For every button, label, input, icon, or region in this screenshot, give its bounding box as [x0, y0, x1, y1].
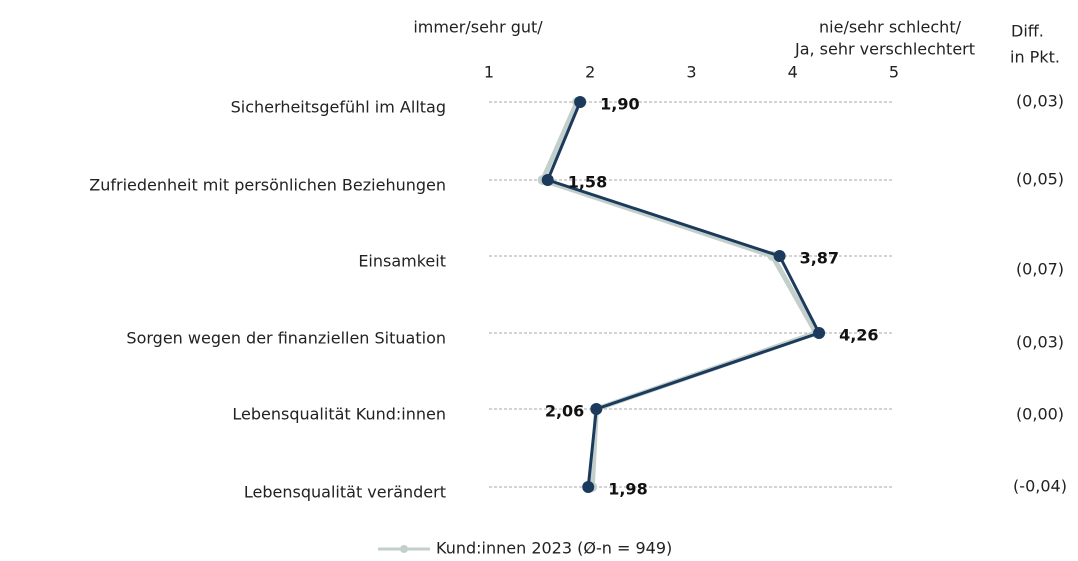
- value-label: 1,90: [600, 95, 639, 114]
- point: [582, 481, 595, 493]
- series-line: [540, 100, 819, 488]
- value-label: 2,06: [545, 402, 584, 421]
- legend-marker: [400, 545, 408, 553]
- diff-label: (0,03): [1016, 92, 1064, 111]
- category-label: Lebensqualität Kund:innen: [232, 405, 446, 424]
- x-tick-label: 5: [889, 63, 899, 82]
- value-label: 3,87: [800, 249, 839, 268]
- value-label: 4,26: [839, 326, 878, 345]
- right-axis-label: nie/sehr schlecht/: [819, 18, 962, 37]
- value-label: 1,58: [568, 173, 607, 192]
- point: [590, 403, 603, 415]
- x-tick-label: 4: [788, 63, 798, 82]
- value-label: 1,98: [608, 480, 647, 499]
- right-axis-label: Ja, sehr verschlechtert: [794, 40, 975, 59]
- point: [541, 174, 554, 186]
- x-tick-label: 3: [686, 63, 696, 82]
- diff-label: (0,00): [1016, 405, 1064, 424]
- point: [813, 327, 826, 339]
- diff-label: (0,05): [1016, 170, 1064, 189]
- legend-label: Kund:innen 2023 (Ø-n = 949): [436, 539, 672, 558]
- point: [773, 250, 786, 262]
- left-axis-label: immer/sehr gut/: [413, 18, 543, 37]
- diff-header: Diff.: [1011, 22, 1044, 41]
- diff-header: in Pkt.: [1010, 48, 1060, 67]
- category-label: Zufriedenheit mit persönlichen Beziehung…: [89, 176, 446, 195]
- category-label: Lebensqualität verändert: [244, 483, 446, 502]
- category-label: Sorgen wegen der finanziellen Situation: [126, 329, 446, 348]
- category-label: Einsamkeit: [358, 252, 446, 271]
- x-tick-label: 1: [484, 63, 494, 82]
- series-line: [546, 101, 821, 488]
- x-tick-label: 2: [585, 63, 595, 82]
- diff-label: (-0,04): [1013, 477, 1067, 496]
- diff-label: (0,03): [1016, 333, 1064, 352]
- category-label: Sicherheitsgefühl im Alltag: [231, 98, 446, 117]
- point: [574, 96, 587, 108]
- diff-label: (0,07): [1016, 260, 1064, 279]
